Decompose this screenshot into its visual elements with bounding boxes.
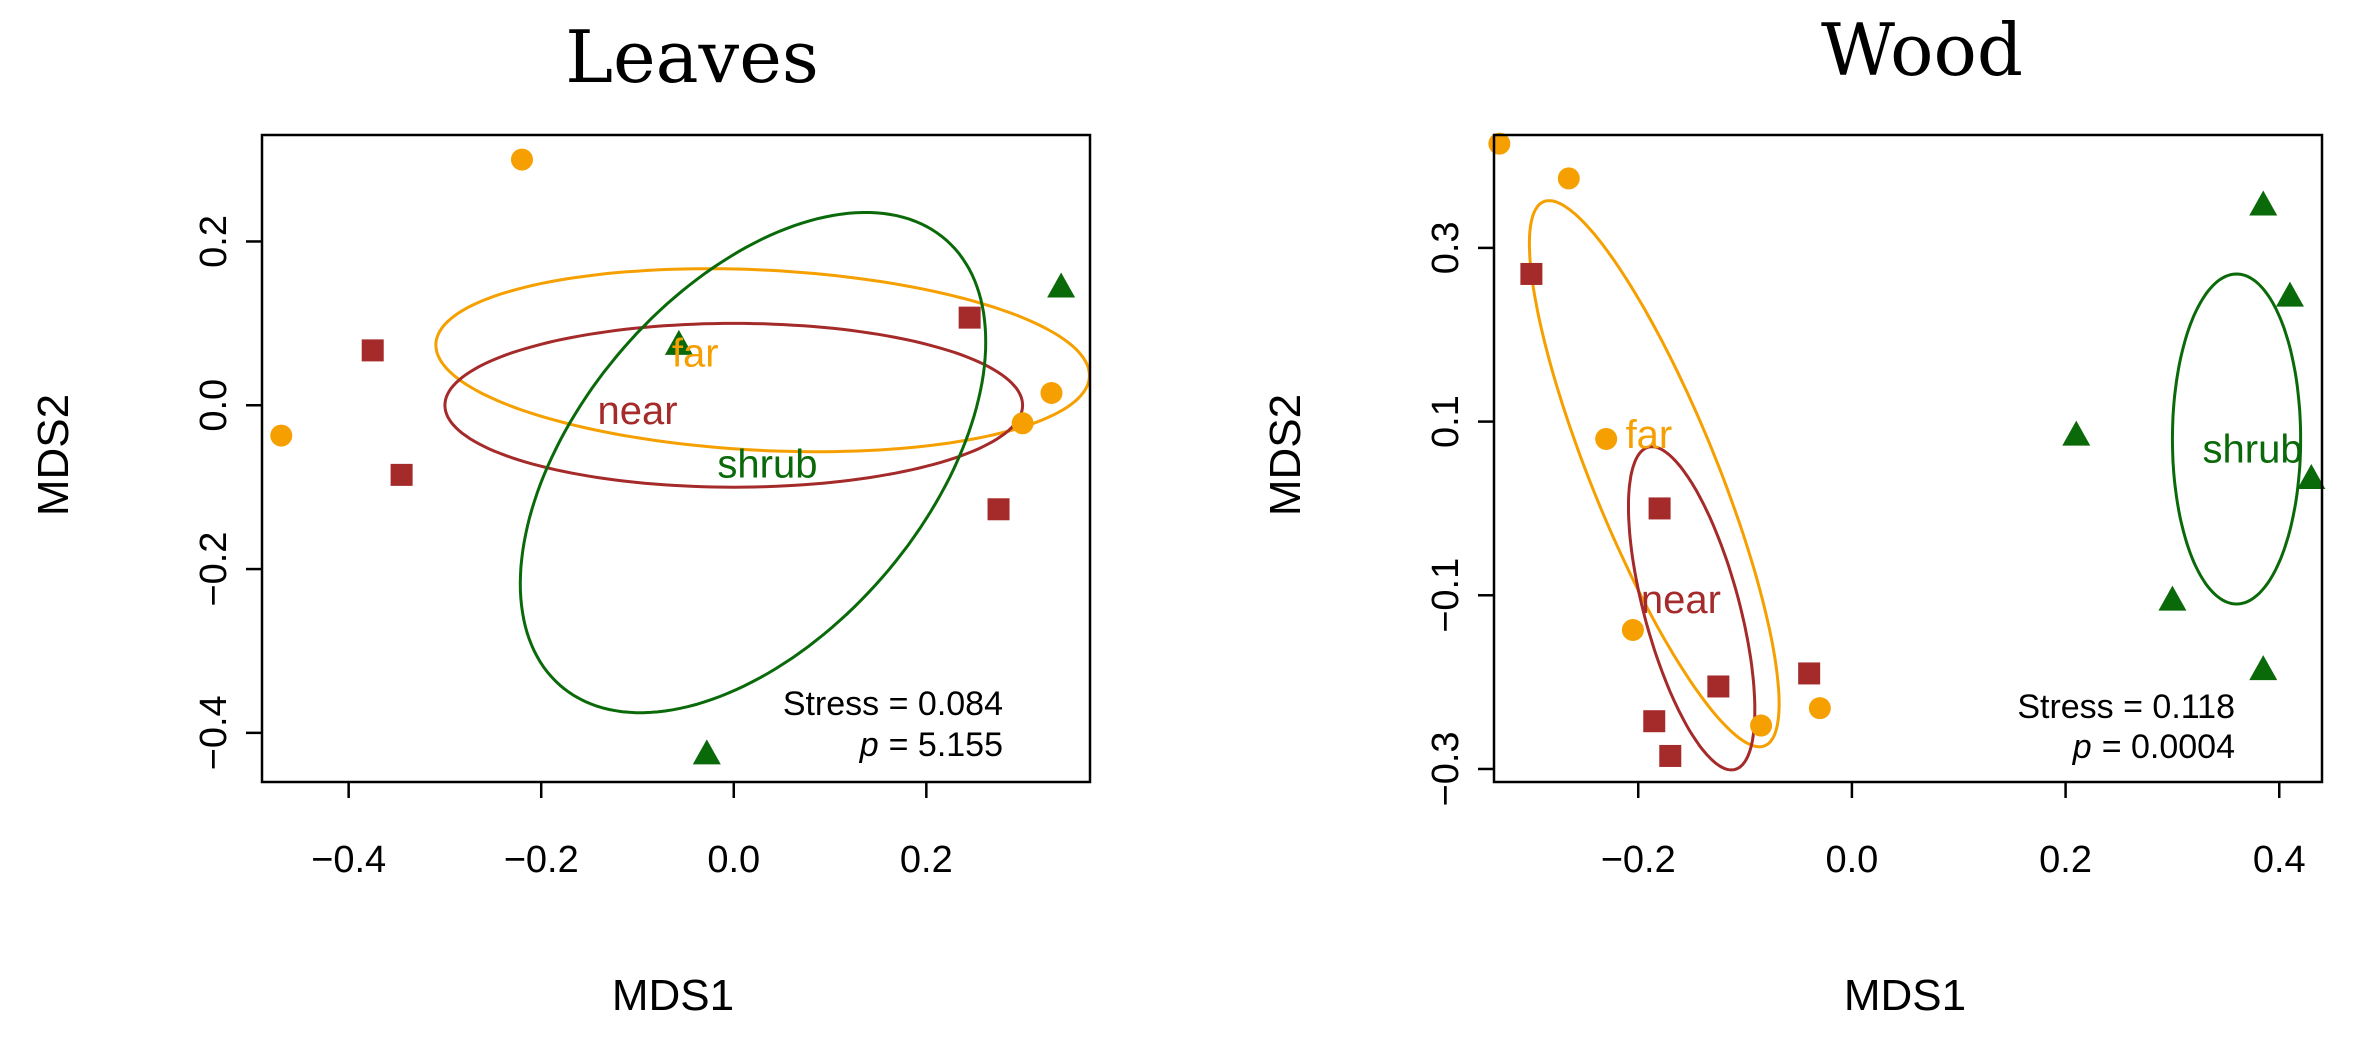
wood-y-tick-label: 0.1 (1425, 395, 1467, 448)
wood-shrub-point (2249, 655, 2278, 681)
wood-near-point (1707, 675, 1730, 698)
wood-near-point (1643, 710, 1666, 733)
wood-near-label: near (1641, 578, 1721, 622)
leaves-ellipses (434, 211, 1090, 715)
wood-near-point (1659, 744, 1682, 767)
leaves-x-tick-label: −0.2 (504, 839, 579, 881)
wood-far-point (1750, 714, 1773, 737)
wood-near-point (1648, 497, 1671, 520)
leaves-far-ellipse (434, 267, 1090, 454)
wood-x-tick-label: 0.4 (2253, 839, 2306, 881)
leaves-near-point (390, 463, 413, 486)
wood-shrub-point (2297, 464, 2326, 490)
wood-p-value: p = 0.0004 (2072, 728, 2235, 766)
wood-y-axis-label: MDS2 (1261, 394, 1310, 516)
leaves-far-point (510, 148, 533, 171)
leaves-shrub-point (664, 329, 693, 355)
wood-title: Wood (1821, 8, 2023, 92)
leaves-near-point (987, 498, 1010, 521)
wood-points (1488, 132, 2326, 767)
leaves-plot-frame (260, 133, 1092, 784)
wood-near-point (1798, 662, 1821, 685)
wood-x-tick-label: 0.0 (1825, 839, 1878, 881)
wood-shrub-point (2249, 190, 2278, 216)
wood-shrub-point (2062, 420, 2091, 446)
wood-far-point (1595, 427, 1618, 450)
leaves-x-axis-label: MDS1 (612, 971, 734, 1020)
leaves-shrub-point (1047, 272, 1076, 298)
wood-y-tick-label: −0.3 (1425, 731, 1467, 806)
leaves-x-tick-label: 0.0 (707, 839, 760, 881)
wood-ellipses (1527, 199, 2303, 772)
wood-p-label: p (2072, 728, 2092, 766)
wood-y-tick-label: 0.3 (1425, 221, 1467, 274)
wood-near-ellipse (1627, 445, 1757, 772)
leaves-axes: −0.4 −0.2 0.0 0.2 −0.4 −0.2 0.0 0.2 (193, 133, 1092, 881)
leaves-y-tick-label: −0.4 (193, 695, 235, 770)
wood-axes: −0.2 0.0 0.2 0.4 −0.3 −0.1 0.1 0.3 (1425, 133, 2324, 881)
wood-near-point (1520, 262, 1543, 285)
leaves-near-label: near (597, 389, 677, 433)
wood-group-labels: far near shrub (1626, 413, 2303, 622)
wood-x-tick-label: 0.2 (2039, 839, 2092, 881)
wood-stress-text: Stress = 0.118 (2017, 688, 2235, 726)
wood-shrub-point (2158, 585, 2187, 611)
wood-x-tick-label: −0.2 (1601, 839, 1676, 881)
leaves-p-value: p = 5.155 (859, 726, 1003, 764)
leaves-y-tick-label: 0.2 (193, 215, 235, 268)
leaves-x-tick-label: −0.4 (311, 839, 386, 881)
wood-far-point (1557, 167, 1580, 190)
wood-shrub-ellipse (2170, 272, 2303, 606)
leaves-shrub-point (692, 739, 721, 765)
leaves-far-point (1011, 412, 1034, 435)
leaves-p-number: = 5.155 (889, 726, 1003, 764)
wood-shrub-point (2275, 281, 2304, 307)
wood-x-axis-label: MDS1 (1844, 971, 1966, 1020)
leaves-near-point (958, 306, 981, 329)
leaves-points (270, 148, 1076, 765)
wood-far-ellipse (1527, 199, 1781, 749)
leaves-far-point (1040, 381, 1063, 404)
leaves-near-point (361, 339, 384, 362)
wood-far-point (1621, 619, 1644, 642)
wood-p-number: = 0.0004 (2102, 728, 2235, 766)
leaves-panel: Leaves MDS1 MDS2 far near shrub −0.4 −0.2 0.… (29, 15, 1092, 1020)
wood-plot-frame (1492, 133, 2324, 784)
wood-far-label: far (1626, 413, 1673, 457)
leaves-y-axis-label: MDS2 (29, 394, 78, 516)
leaves-y-tick-label: 0.0 (193, 379, 235, 432)
leaves-x-tick-label: 0.2 (900, 839, 953, 881)
wood-panel: Wood MDS1 MDS2 far near shrub −0.2 0.0 0.2 0.… (1261, 8, 2326, 1020)
leaves-shrub-label: shrub (717, 442, 817, 486)
leaves-far-label: far (672, 332, 719, 376)
leaves-far-point (270, 424, 293, 447)
leaves-group-labels: far near shrub (597, 332, 817, 487)
leaves-stress-text: Stress = 0.084 (783, 685, 1003, 723)
wood-far-point (1808, 697, 1831, 720)
leaves-shrub-ellipse (518, 211, 988, 715)
leaves-p-label: p (859, 726, 879, 764)
wood-shrub-label: shrub (2203, 428, 2303, 472)
wood-y-tick-label: −0.1 (1425, 558, 1467, 633)
leaves-near-ellipse (443, 321, 1025, 489)
leaves-y-tick-label: −0.2 (193, 532, 235, 607)
leaves-title: Leaves (565, 15, 819, 99)
